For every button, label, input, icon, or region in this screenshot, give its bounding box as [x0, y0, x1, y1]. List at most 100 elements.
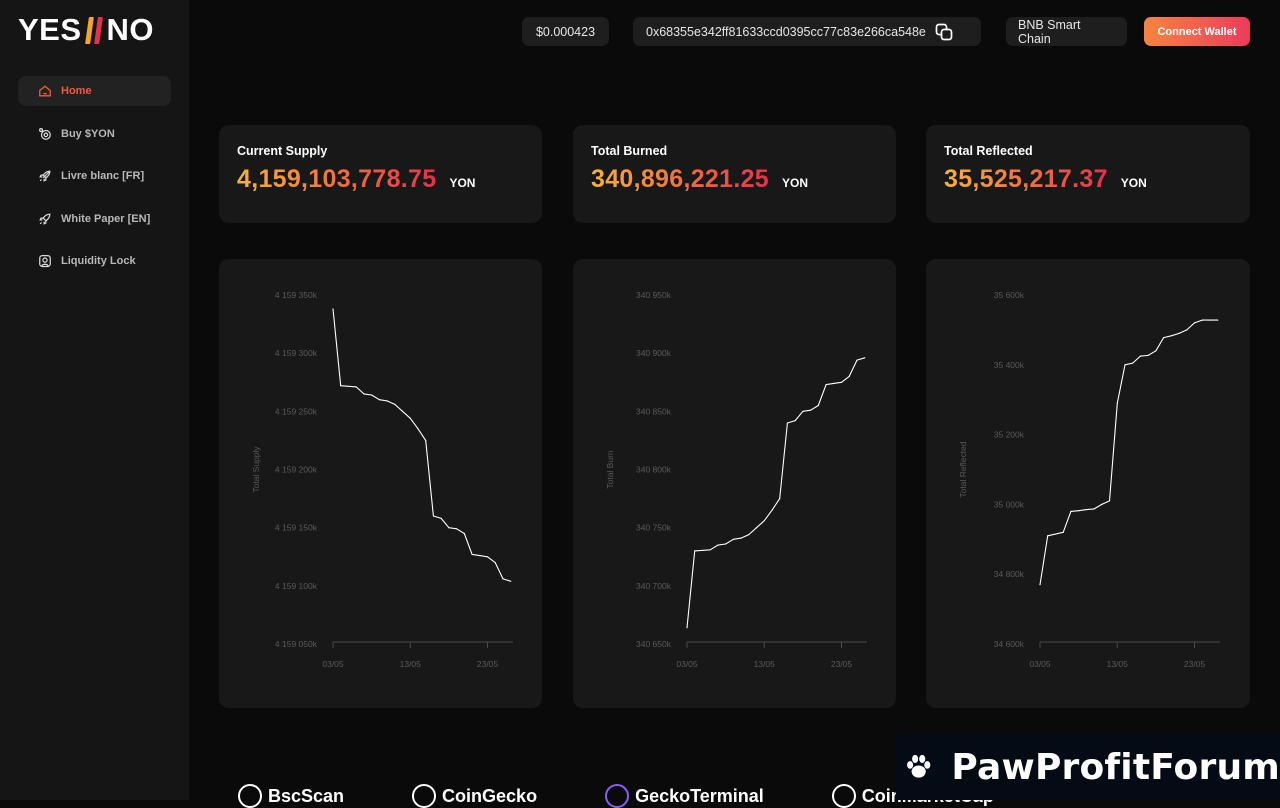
data-point: [1039, 584, 1041, 586]
paw-icon: [907, 754, 931, 778]
y-tick-label: 4 159 250k: [275, 406, 318, 416]
x-tick-label: 13/05: [1107, 659, 1129, 669]
data-point: [848, 375, 850, 377]
lock-icon: [38, 254, 52, 268]
data-point: [1047, 535, 1049, 537]
stat-label: Total Burned: [591, 144, 668, 158]
data-point: [394, 403, 396, 405]
data-point: [479, 555, 481, 557]
data-point: [748, 534, 750, 536]
y-tick-label: 340 850k: [636, 406, 672, 416]
sidebar-item-liquidity-lock[interactable]: Liquidity Lock: [18, 246, 171, 276]
supply-chart: 4 159 350k 4 159 300k 4 159 250k 4 159 200k…: [251, 290, 513, 669]
data-point: [779, 498, 781, 500]
top-bar: $0.000423 0x68355e342ff81633ccd0395cc77c…: [0, 17, 1280, 47]
rocket-icon: [38, 212, 52, 226]
coingecko-icon: [412, 784, 437, 808]
partner-logos: BscScan CoinGecko GeckoTerminal CoinMark…: [238, 784, 994, 808]
stat-value: 4,159,103,778.75: [237, 165, 437, 193]
token-price: $0.000423: [522, 17, 609, 46]
data-point: [432, 515, 434, 517]
x-tick-label: 23/05: [1184, 659, 1206, 669]
data-point: [340, 385, 342, 387]
y-tick-label: 34 600k: [994, 639, 1025, 649]
data-point: [794, 420, 796, 422]
x-tick-label: 23/05: [831, 659, 853, 669]
data-point: [502, 578, 504, 580]
reflected-chart: 35 600k 35 400k 35 200k 35 000k 34 800k 34 60…: [958, 290, 1220, 669]
partner-coingecko[interactable]: CoinGecko: [412, 784, 537, 808]
sidebar-item-label: Buy $YON: [61, 127, 115, 140]
data-point: [1193, 322, 1196, 324]
data-point: [1085, 509, 1087, 511]
sidebar-item-buy[interactable]: Buy $YON: [18, 119, 171, 149]
coinmarketcap-icon: [831, 784, 856, 808]
series-line: [332, 308, 511, 582]
x-tick-label: 13/05: [754, 659, 776, 669]
burn-chart: 340 950k 340 900k 340 850k 340 800k 340 750k…: [605, 290, 867, 669]
data-point: [1078, 510, 1080, 512]
y-tick-label: 35 200k: [994, 430, 1025, 440]
data-point: [1170, 335, 1172, 337]
x-tick-label: 03/05: [322, 659, 344, 669]
data-point: [1201, 319, 1203, 321]
data-point: [471, 553, 473, 555]
sidebar-item-home[interactable]: Home: [18, 76, 171, 106]
contract-address: 0x68355e342ff81633ccd0395cc77c83e266ca54…: [646, 24, 926, 39]
data-point: [1178, 332, 1180, 334]
reflected-chart-card: 35 600k 35 400k 35 200k 35 000k 34 800k 34 60…: [926, 259, 1250, 708]
data-point: [425, 439, 427, 441]
data-point: [725, 543, 727, 545]
data-point: [494, 562, 496, 564]
data-point: [810, 409, 812, 411]
data-point: [417, 428, 419, 430]
y-tick-label: 4 159 100k: [275, 581, 318, 591]
data-point: [1155, 350, 1157, 352]
y-axis-label: Total Supply: [251, 446, 261, 493]
data-point: [833, 382, 835, 384]
data-point: [409, 417, 411, 419]
stat-unit: YON: [449, 176, 476, 190]
stat-value: 35,525,217.37: [944, 165, 1108, 193]
data-point: [864, 357, 866, 359]
data-point: [486, 556, 489, 558]
data-point: [856, 359, 858, 361]
data-point: [732, 538, 734, 540]
logo-no: NO: [106, 12, 155, 47]
data-point: [1147, 354, 1149, 356]
data-point: [763, 520, 765, 522]
sidebar-item-livre-blanc[interactable]: Livre blanc [FR]: [18, 161, 171, 191]
y-axis-label: Total Reflected: [958, 441, 968, 497]
y-tick-label: 35 400k: [994, 360, 1025, 370]
burn-chart-card: 340 950k 340 900k 340 850k 340 800k 340 750k…: [573, 259, 896, 708]
sidebar-item-white-paper[interactable]: White Paper [EN]: [18, 204, 171, 234]
contract-address-pill: 0x68355e342ff81633ccd0395cc77c83e266ca54…: [633, 17, 981, 46]
data-point: [510, 580, 512, 582]
data-point: [386, 400, 388, 402]
sidebar-nav: Home Buy $YON Livre blanc [FR] White Pap…: [18, 76, 171, 289]
watermark-banner: PawProfitForum: [896, 734, 1280, 800]
coins-icon: [38, 127, 52, 141]
data-point: [771, 509, 773, 511]
sidebar-item-label: Liquidity Lock: [61, 255, 136, 267]
data-point: [1124, 364, 1126, 366]
copy-icon[interactable]: [934, 22, 954, 42]
rocket-icon: [38, 169, 52, 183]
sidebar: YES NO Home Buy $YON Livre blanc [FR]: [0, 0, 189, 800]
partner-geckoterminal[interactable]: GeckoTerminal: [605, 784, 764, 808]
y-tick-label: 4 159 300k: [275, 348, 318, 358]
data-point: [1186, 329, 1188, 331]
data-point: [363, 393, 365, 395]
partner-bscscan[interactable]: BscScan: [238, 784, 344, 808]
data-point: [802, 410, 804, 412]
y-tick-label: 340 950k: [636, 290, 672, 300]
chain-selector[interactable]: BNB Smart Chain: [1006, 17, 1127, 46]
data-point: [840, 381, 843, 383]
data-point: [709, 549, 711, 551]
connect-wallet-button[interactable]: Connect Wallet: [1144, 17, 1250, 46]
data-point: [686, 627, 688, 629]
y-tick-label: 4 159 050k: [275, 639, 318, 649]
data-point: [1163, 337, 1165, 339]
logo[interactable]: YES NO: [18, 12, 155, 47]
supply-chart-card: 4 159 350k 4 159 300k 4 159 250k 4 159 200k…: [219, 259, 542, 708]
